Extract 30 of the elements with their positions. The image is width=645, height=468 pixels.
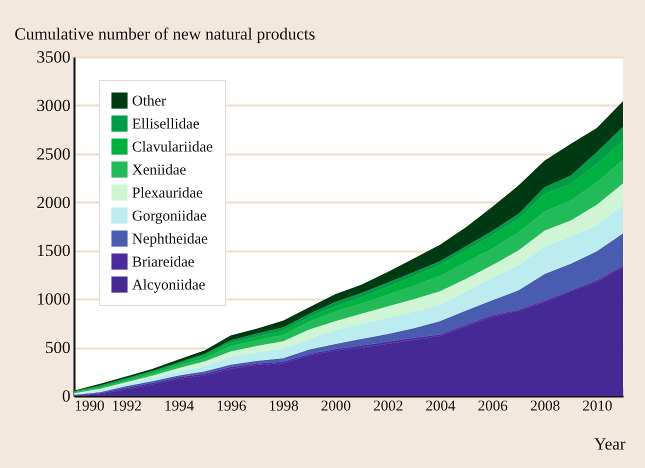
x-tick-label: 2008 <box>530 398 560 414</box>
x-tick-label: 1996 <box>216 398 247 414</box>
x-tick-label: 2004 <box>426 398 456 414</box>
legend-label: Briareidae <box>132 254 195 270</box>
x-tick-label: 1994 <box>164 398 195 414</box>
y-tick-label: 3500 <box>36 48 70 66</box>
x-tick-label: 1998 <box>268 398 299 414</box>
y-tick-label: 2500 <box>36 144 70 164</box>
x-tick-label: 1992 <box>112 398 142 414</box>
x-tick-label: 2000 <box>320 398 351 414</box>
x-tick-label: 2010 <box>582 398 612 414</box>
y-axis-title: Cumulative number of new natural products <box>14 24 316 44</box>
x-tick-label: 2002 <box>373 398 404 414</box>
legend-label: Clavulariidae <box>132 140 214 156</box>
y-tick-label: 3000 <box>36 96 70 115</box>
y-tick-label: 2000 <box>36 192 70 212</box>
legend-label: Gorgoniidae <box>132 208 208 224</box>
legend-label: Plexauridae <box>132 186 204 202</box>
y-tick-label: 500 <box>45 338 70 358</box>
legend-label: Other <box>132 94 166 110</box>
y-tick-label: 0 <box>62 386 70 406</box>
legend-label: Ellisellidae <box>132 116 200 132</box>
y-tick-label: 1000 <box>36 290 70 309</box>
x-tick-label: 2006 <box>478 398 508 414</box>
x-axis-title: Year <box>594 434 626 454</box>
x-tick-label: 1990 <box>74 398 104 414</box>
legend-label: Xeniidae <box>132 162 186 178</box>
legend-label: Nephtheidae <box>132 232 208 248</box>
legend-label: Alcyoniidae <box>132 278 206 294</box>
y-tick-label: 1500 <box>36 241 70 260</box>
